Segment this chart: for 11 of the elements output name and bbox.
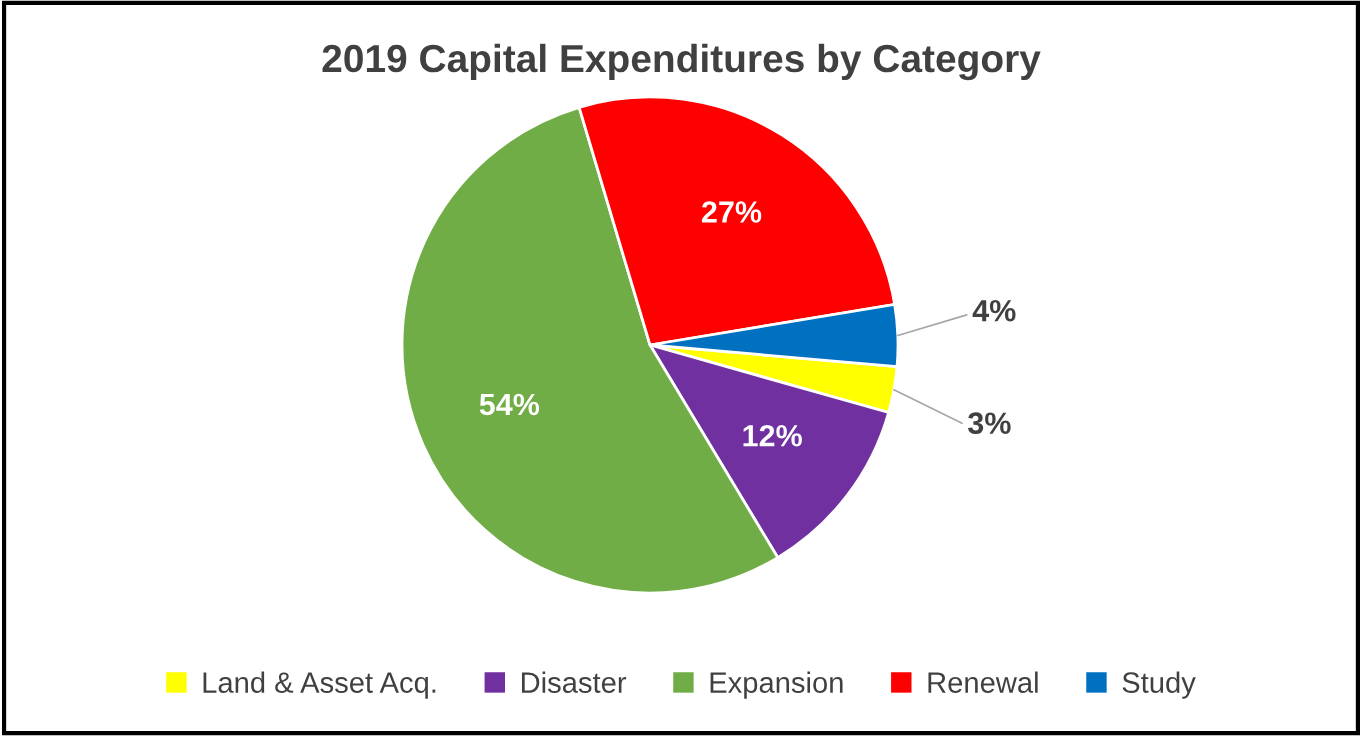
data-label: 12% [743,424,802,447]
legend-label: Disaster [521,671,627,693]
legend-label: Expansion [710,671,843,699]
data-label: 3% [968,412,1011,435]
legend-label: Land & Asset Acq. [203,671,436,699]
legend-label: Study [1122,671,1196,699]
data-label: 54% [479,393,540,416]
legend-label: Renewal [928,671,1038,693]
data-label: 4% [972,299,1016,322]
data-label: 27% [701,201,762,223]
chart-title: 2019 Capital Expenditures by Category [322,43,1041,81]
